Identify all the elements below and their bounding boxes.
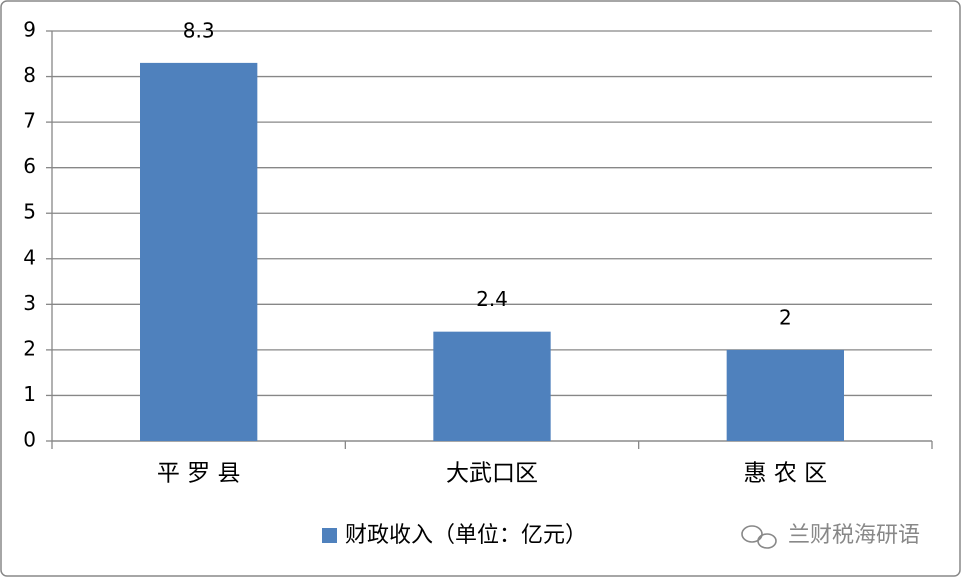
data-label: 2.4 xyxy=(476,287,508,311)
bar xyxy=(726,349,844,441)
y-tick-label: 1 xyxy=(23,382,36,406)
y-tick-label: 5 xyxy=(23,200,36,224)
y-tick-label: 8 xyxy=(23,63,36,87)
y-tick-label: 2 xyxy=(23,336,36,360)
y-tick-label: 6 xyxy=(23,154,36,178)
legend-label: 财政收入（单位：亿元） xyxy=(345,523,587,548)
bar xyxy=(140,62,258,442)
legend-swatch xyxy=(322,528,337,543)
watermark: 兰财税海研语 xyxy=(788,523,920,548)
data-label: 2 xyxy=(779,305,792,329)
y-tick-label: 0 xyxy=(23,428,36,452)
y-tick-label: 9 xyxy=(23,18,36,42)
x-tick-label: 平 罗 县 xyxy=(157,461,241,487)
y-tick-label: 4 xyxy=(23,245,36,269)
x-tick-label: 惠 农 区 xyxy=(744,461,828,487)
y-tick-label: 3 xyxy=(23,291,36,315)
y-tick-label: 7 xyxy=(23,109,36,133)
x-tick-label: 大武口区 xyxy=(446,461,538,487)
watermark-icon xyxy=(741,525,777,549)
data-label: 8.3 xyxy=(183,18,215,42)
bar xyxy=(433,331,551,441)
